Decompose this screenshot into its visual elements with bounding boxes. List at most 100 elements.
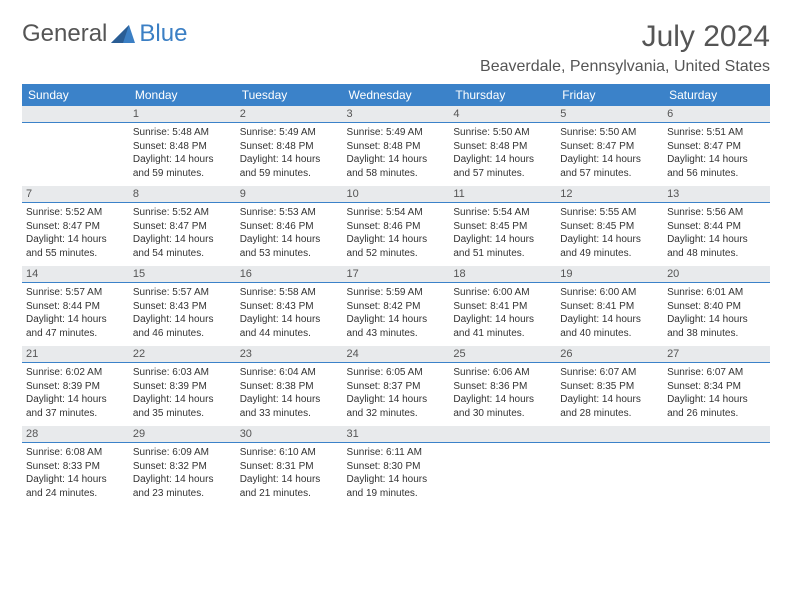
week-row: 1Sunrise: 5:48 AMSunset: 8:48 PMDaylight… [22,106,770,186]
day-number: 27 [663,346,770,363]
day-cell: 31Sunrise: 6:11 AMSunset: 8:30 PMDayligh… [343,426,450,506]
day-cell: 4Sunrise: 5:50 AMSunset: 8:48 PMDaylight… [449,106,556,186]
day-cell: 28Sunrise: 6:08 AMSunset: 8:33 PMDayligh… [22,426,129,506]
day-cell: 9Sunrise: 5:53 AMSunset: 8:46 PMDaylight… [236,186,343,266]
day-header: Saturday [663,84,770,106]
day-details: Sunrise: 5:49 AMSunset: 8:48 PMDaylight:… [236,123,343,186]
day-details: Sunrise: 6:08 AMSunset: 8:33 PMDaylight:… [22,443,129,506]
day-cell: 27Sunrise: 6:07 AMSunset: 8:34 PMDayligh… [663,346,770,426]
day-details: Sunrise: 5:54 AMSunset: 8:46 PMDaylight:… [343,203,450,266]
day-cell: 17Sunrise: 5:59 AMSunset: 8:42 PMDayligh… [343,266,450,346]
day-cell [22,106,129,186]
day-cell [449,426,556,506]
day-number: 12 [556,186,663,203]
day-cell: 7Sunrise: 5:52 AMSunset: 8:47 PMDaylight… [22,186,129,266]
day-details: Sunrise: 5:52 AMSunset: 8:47 PMDaylight:… [22,203,129,266]
day-number: 25 [449,346,556,363]
logo-word2: Blue [139,20,187,48]
day-number: 30 [236,426,343,443]
day-cell: 12Sunrise: 5:55 AMSunset: 8:45 PMDayligh… [556,186,663,266]
day-cell: 3Sunrise: 5:49 AMSunset: 8:48 PMDaylight… [343,106,450,186]
day-cell: 11Sunrise: 5:54 AMSunset: 8:45 PMDayligh… [449,186,556,266]
day-cell: 10Sunrise: 5:54 AMSunset: 8:46 PMDayligh… [343,186,450,266]
day-number: 29 [129,426,236,443]
day-number: 17 [343,266,450,283]
day-details: Sunrise: 6:05 AMSunset: 8:37 PMDaylight:… [343,363,450,426]
day-details: Sunrise: 5:59 AMSunset: 8:42 PMDaylight:… [343,283,450,346]
day-number: 26 [556,346,663,363]
day-cell: 22Sunrise: 6:03 AMSunset: 8:39 PMDayligh… [129,346,236,426]
week-row: 21Sunrise: 6:02 AMSunset: 8:39 PMDayligh… [22,346,770,426]
day-cell: 1Sunrise: 5:48 AMSunset: 8:48 PMDaylight… [129,106,236,186]
day-number: 10 [343,186,450,203]
day-cell: 25Sunrise: 6:06 AMSunset: 8:36 PMDayligh… [449,346,556,426]
day-details: Sunrise: 5:50 AMSunset: 8:48 PMDaylight:… [449,123,556,186]
week-row: 28Sunrise: 6:08 AMSunset: 8:33 PMDayligh… [22,426,770,506]
day-number: 22 [129,346,236,363]
day-cell: 15Sunrise: 5:57 AMSunset: 8:43 PMDayligh… [129,266,236,346]
day-cell: 13Sunrise: 5:56 AMSunset: 8:44 PMDayligh… [663,186,770,266]
logo: General Blue [22,20,187,48]
day-details: Sunrise: 5:53 AMSunset: 8:46 PMDaylight:… [236,203,343,266]
day-cell: 6Sunrise: 5:51 AMSunset: 8:47 PMDaylight… [663,106,770,186]
day-number: 28 [22,426,129,443]
day-cell: 24Sunrise: 6:05 AMSunset: 8:37 PMDayligh… [343,346,450,426]
day-header: Wednesday [343,84,450,106]
day-number: 24 [343,346,450,363]
day-cell: 29Sunrise: 6:09 AMSunset: 8:32 PMDayligh… [129,426,236,506]
day-details: Sunrise: 5:54 AMSunset: 8:45 PMDaylight:… [449,203,556,266]
day-details: Sunrise: 6:00 AMSunset: 8:41 PMDaylight:… [449,283,556,346]
header: General Blue July 2024 Beaverdale, Penns… [22,20,770,76]
day-details: Sunrise: 5:55 AMSunset: 8:45 PMDaylight:… [556,203,663,266]
week-row: 7Sunrise: 5:52 AMSunset: 8:47 PMDaylight… [22,186,770,266]
day-cell: 21Sunrise: 6:02 AMSunset: 8:39 PMDayligh… [22,346,129,426]
day-number: 16 [236,266,343,283]
day-number: 11 [449,186,556,203]
day-details: Sunrise: 5:56 AMSunset: 8:44 PMDaylight:… [663,203,770,266]
day-details: Sunrise: 5:57 AMSunset: 8:43 PMDaylight:… [129,283,236,346]
day-details: Sunrise: 6:03 AMSunset: 8:39 PMDaylight:… [129,363,236,426]
logo-triangle-icon [111,25,135,43]
day-number: 5 [556,106,663,123]
day-details: Sunrise: 5:49 AMSunset: 8:48 PMDaylight:… [343,123,450,186]
day-number: 20 [663,266,770,283]
day-number: 13 [663,186,770,203]
day-cell: 18Sunrise: 6:00 AMSunset: 8:41 PMDayligh… [449,266,556,346]
day-details: Sunrise: 5:51 AMSunset: 8:47 PMDaylight:… [663,123,770,186]
day-header: Sunday [22,84,129,106]
day-number: 21 [22,346,129,363]
day-header: Friday [556,84,663,106]
day-cell: 26Sunrise: 6:07 AMSunset: 8:35 PMDayligh… [556,346,663,426]
day-cell [556,426,663,506]
day-number: 4 [449,106,556,123]
day-details: Sunrise: 5:50 AMSunset: 8:47 PMDaylight:… [556,123,663,186]
day-number: 8 [129,186,236,203]
week-row: 14Sunrise: 5:57 AMSunset: 8:44 PMDayligh… [22,266,770,346]
month-title: July 2024 [480,20,770,54]
day-cell [663,426,770,506]
day-details: Sunrise: 6:11 AMSunset: 8:30 PMDaylight:… [343,443,450,506]
day-details: Sunrise: 6:07 AMSunset: 8:35 PMDaylight:… [556,363,663,426]
day-cell: 23Sunrise: 6:04 AMSunset: 8:38 PMDayligh… [236,346,343,426]
day-number: 19 [556,266,663,283]
day-header: Monday [129,84,236,106]
day-cell: 30Sunrise: 6:10 AMSunset: 8:31 PMDayligh… [236,426,343,506]
day-details: Sunrise: 5:48 AMSunset: 8:48 PMDaylight:… [129,123,236,186]
day-details: Sunrise: 6:04 AMSunset: 8:38 PMDaylight:… [236,363,343,426]
day-number: 1 [129,106,236,123]
day-cell: 8Sunrise: 5:52 AMSunset: 8:47 PMDaylight… [129,186,236,266]
day-details: Sunrise: 6:01 AMSunset: 8:40 PMDaylight:… [663,283,770,346]
day-number: 2 [236,106,343,123]
day-details: Sunrise: 6:09 AMSunset: 8:32 PMDaylight:… [129,443,236,506]
day-details: Sunrise: 6:02 AMSunset: 8:39 PMDaylight:… [22,363,129,426]
day-cell: 16Sunrise: 5:58 AMSunset: 8:43 PMDayligh… [236,266,343,346]
day-number: 9 [236,186,343,203]
day-number: 14 [22,266,129,283]
day-details: Sunrise: 6:06 AMSunset: 8:36 PMDaylight:… [449,363,556,426]
day-number: 31 [343,426,450,443]
day-number: 15 [129,266,236,283]
day-number: 6 [663,106,770,123]
day-details: Sunrise: 5:58 AMSunset: 8:43 PMDaylight:… [236,283,343,346]
day-number: 3 [343,106,450,123]
day-number: 7 [22,186,129,203]
